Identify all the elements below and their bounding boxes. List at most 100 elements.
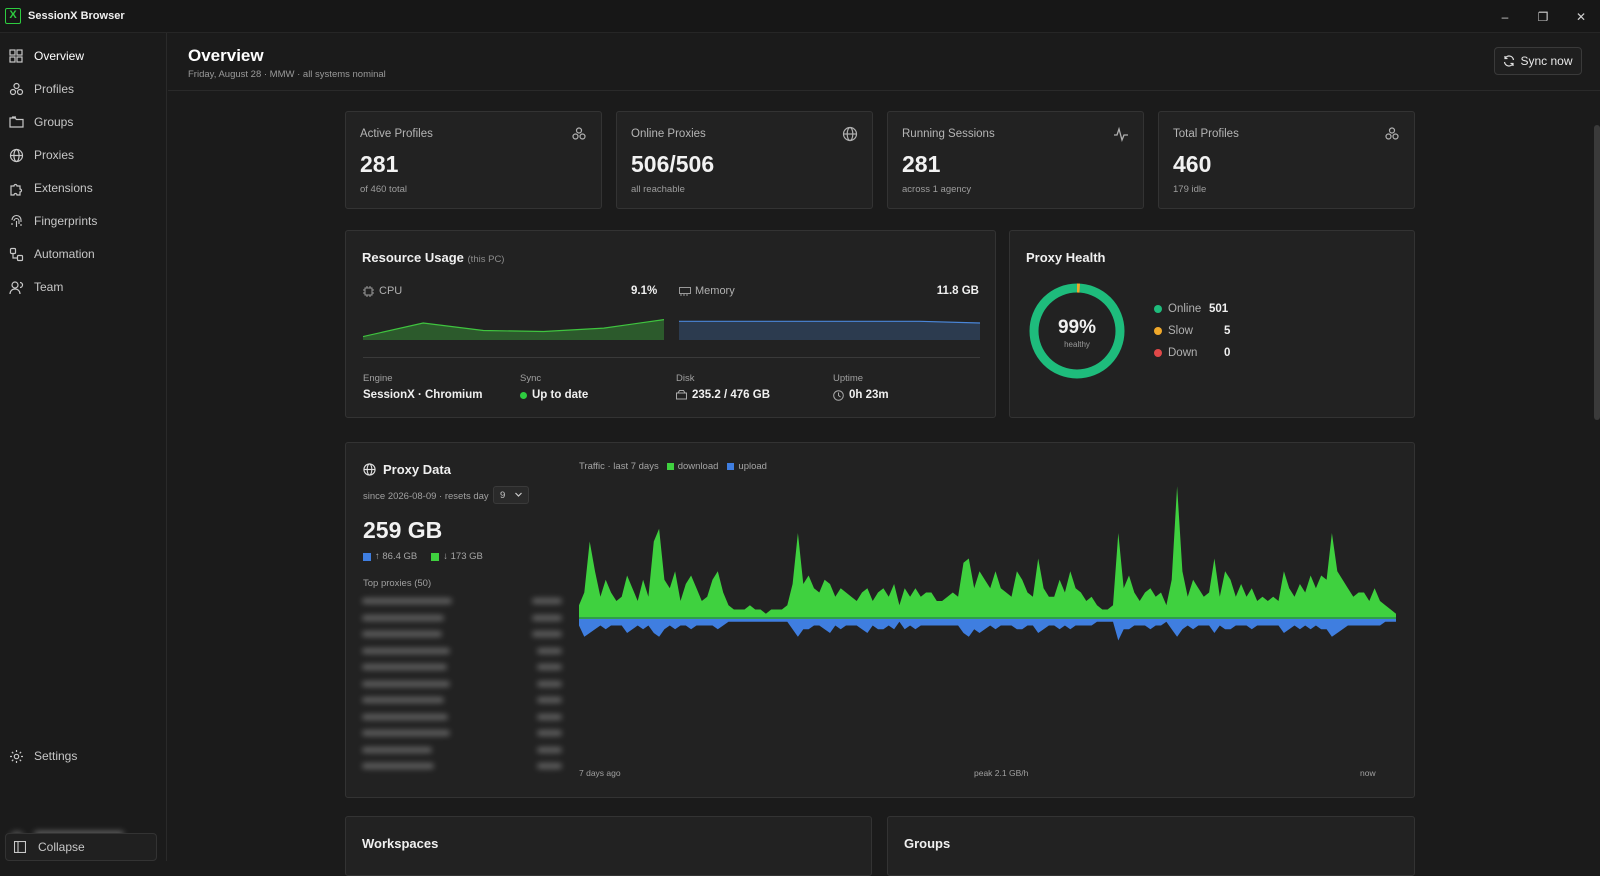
resource-usage-title: Resource Usage (this PC) xyxy=(362,250,504,265)
stat-value: 281 xyxy=(902,151,940,178)
main-scrollbar[interactable] xyxy=(1594,125,1600,420)
memory-area xyxy=(679,321,980,340)
download-legend-label: download xyxy=(678,461,719,472)
download-swatch xyxy=(667,463,674,470)
collapse-button[interactable]: Collapse xyxy=(5,833,157,861)
sidebar-item-settings[interactable]: Settings xyxy=(0,742,166,770)
disk-value: 235.2 / 476 GB xyxy=(676,389,770,401)
sync-now-button[interactable]: Sync now xyxy=(1494,47,1582,75)
sync-status: Up to date xyxy=(520,389,588,401)
globe-icon xyxy=(363,463,376,476)
stat-label: Online Proxies xyxy=(631,128,706,140)
top-proxies-list-blurred xyxy=(362,593,562,773)
stat-value: 506/506 xyxy=(631,151,714,178)
upload-swatch xyxy=(727,463,734,470)
sidebar-item-label: Extensions xyxy=(34,181,93,195)
upload-area xyxy=(579,618,1396,641)
clock-icon xyxy=(833,390,844,401)
globe-icon xyxy=(8,147,24,163)
gear-icon xyxy=(8,748,24,764)
sidebar-item-team[interactable]: Team xyxy=(0,273,166,301)
main-content: Overview Friday, August 28 · MMW · all s… xyxy=(168,33,1600,861)
profiles-icon xyxy=(571,126,587,142)
stat-label: Running Sessions xyxy=(902,128,995,140)
sidebar-item-groups[interactable]: Groups xyxy=(0,108,166,136)
stat-card-running-sessions: Running Sessions 281 across 1 agency xyxy=(887,111,1144,209)
profiles-icon xyxy=(1384,126,1400,142)
upload-legend-label: upload xyxy=(738,461,767,472)
folder-icon xyxy=(8,114,24,130)
resource-divider xyxy=(363,357,980,358)
engine-value: SessionX · Chromium xyxy=(363,389,483,401)
cpu-icon xyxy=(363,286,374,297)
sync-now-label: Sync now xyxy=(1520,54,1572,68)
close-button[interactable]: ✕ xyxy=(1562,0,1600,33)
x-label-end: now xyxy=(1360,768,1376,778)
download-swatch xyxy=(431,553,439,561)
collapse-label: Collapse xyxy=(38,840,85,854)
sidebar-item-automation[interactable]: Automation xyxy=(0,240,166,268)
cpu-sparkline xyxy=(363,306,664,340)
stat-value: 460 xyxy=(1173,151,1211,178)
cpu-area xyxy=(363,320,664,340)
slow-dot xyxy=(1154,327,1162,335)
automation-icon xyxy=(8,246,24,262)
stat-card-online-proxies: Online Proxies 506/506 all reachable xyxy=(616,111,873,209)
minimize-button[interactable]: – xyxy=(1486,0,1524,33)
top-proxies-label: Top proxies (50) xyxy=(363,578,431,589)
memory-sparkline xyxy=(679,306,980,340)
sidebar-item-proxies[interactable]: Proxies xyxy=(0,141,166,169)
stat-card-total-profiles: Total Profiles 460 179 idle xyxy=(1158,111,1415,209)
sidebar-item-label: Settings xyxy=(34,749,77,763)
disk-icon xyxy=(676,390,687,400)
proxy-data-total: 259 GB xyxy=(363,517,442,544)
sidebar-item-extensions[interactable]: Extensions xyxy=(0,174,166,202)
stat-label: Active Profiles xyxy=(360,128,433,140)
header-divider xyxy=(168,90,1600,91)
team-icon xyxy=(8,279,24,295)
cpu-label: CPU xyxy=(379,285,402,297)
reset-day-select[interactable]: 9 xyxy=(493,486,529,504)
groups-title: Groups xyxy=(904,836,950,851)
proxy-data-title: Proxy Data xyxy=(383,462,451,477)
groups-card: Groups xyxy=(887,816,1415,876)
stat-value: 281 xyxy=(360,151,398,178)
chevron-down-icon xyxy=(514,490,523,499)
stat-sub: of 460 total xyxy=(360,184,407,195)
disk-label: Disk xyxy=(676,373,694,384)
workspaces-card: Workspaces xyxy=(345,816,872,876)
online-dot xyxy=(1154,305,1162,313)
traffic-chart xyxy=(579,483,1396,763)
page-subtitle: Friday, August 28 · MMW · all systems no… xyxy=(188,69,386,80)
sidebar-item-overview[interactable]: Overview xyxy=(0,42,166,70)
download-area xyxy=(579,486,1396,618)
stat-sub: across 1 agency xyxy=(902,184,971,195)
stat-sub: all reachable xyxy=(631,184,685,195)
proxy-data-since: since 2026-08-09 · resets day xyxy=(363,491,489,502)
fingerprint-icon xyxy=(8,213,24,229)
uptime-value: 0h 23m xyxy=(833,389,889,401)
memory-icon xyxy=(679,287,691,296)
sidebar-item-label: Groups xyxy=(34,115,73,129)
puzzle-icon xyxy=(8,180,24,196)
resource-usage-card: Resource Usage (this PC) CPU 9.1% Memory… xyxy=(345,230,996,418)
restore-button[interactable]: ❐ xyxy=(1524,0,1562,33)
sidebar-item-fingerprints[interactable]: Fingerprints xyxy=(0,207,166,235)
health-percent: 99% xyxy=(1027,317,1127,339)
memory-label: Memory xyxy=(695,285,735,297)
sidebar-item-profiles[interactable]: Profiles xyxy=(0,75,166,103)
memory-value: 11.8 GB xyxy=(916,285,979,297)
stat-sub: 179 idle xyxy=(1173,184,1206,195)
title-bar: X SessionX Browser – ❐ ✕ xyxy=(0,0,1600,33)
down-dot xyxy=(1154,349,1162,357)
sidebar-item-label: Automation xyxy=(34,247,95,261)
sync-ok-dot xyxy=(520,392,527,399)
app-logo-icon: X xyxy=(5,8,21,24)
sidebar-item-label: Proxies xyxy=(34,148,74,162)
sidebar: Overview Profiles Groups Proxies Extensi… xyxy=(0,33,167,861)
sidebar-item-label: Profiles xyxy=(34,82,74,96)
stat-label: Total Profiles xyxy=(1173,128,1239,140)
